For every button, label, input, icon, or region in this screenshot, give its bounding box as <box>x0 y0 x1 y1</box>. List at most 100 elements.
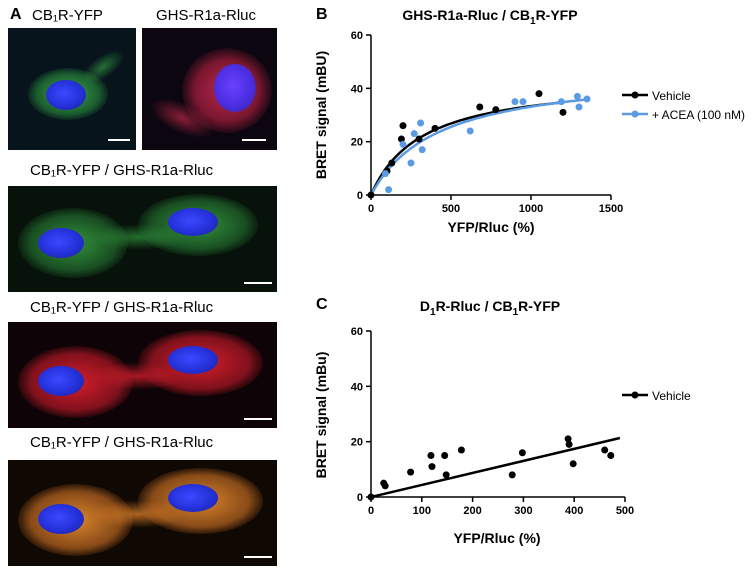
chart-c-x-tick-label: 400 <box>565 505 583 517</box>
chart-c-fit-line-0 <box>370 436 621 499</box>
chart-b-data-point-1 <box>418 146 426 154</box>
micrograph-label-coexp-merge: CB₁R-YFP / GHS-R1a-Rluc <box>30 434 214 451</box>
chart-b-data-point-1 <box>511 98 519 106</box>
chart-c-data-point-0 <box>569 460 577 468</box>
chart-c-data-point-0 <box>407 468 415 476</box>
nucleus <box>46 80 86 110</box>
chart-b-fit-line-0 <box>369 101 564 196</box>
chart-c-data-point-0 <box>518 449 526 457</box>
chart-b-data-point-1 <box>399 140 407 148</box>
chart-b-data-point-1 <box>417 119 425 127</box>
chart-c-data-point-0 <box>428 463 436 471</box>
chart-c-y-axis-label: BRET signal (mBu) <box>313 352 329 479</box>
nucleus-left <box>38 504 84 534</box>
chart-c-data-point-0 <box>427 452 435 459</box>
chart-b-y-tick-label: 40 <box>351 83 363 95</box>
chart-c-data-point-0 <box>442 471 450 479</box>
chart-c-x-tick-label: 300 <box>514 505 532 517</box>
chart-c-legend: Vehicle <box>622 389 691 403</box>
chart-c-data-point-0 <box>381 482 389 490</box>
chart-b-y-tick-label: 0 <box>357 190 363 202</box>
nucleus-left <box>38 228 84 258</box>
chart-b-data-point-1 <box>407 159 415 167</box>
chart-b-x-tick-label: 500 <box>442 203 460 215</box>
chart-c-data-point-0 <box>508 471 516 479</box>
chart-b-data-point-1 <box>573 92 581 100</box>
chart-b-legend: Vehicle + ACEA (100 nM) <box>622 89 745 122</box>
nucleus-right <box>168 484 218 512</box>
chart-b-data-point-0 <box>388 159 396 167</box>
micrograph-coexp-merge <box>8 460 277 566</box>
scale-bar <box>242 139 266 141</box>
legend-vehicle-label: Vehicle <box>652 389 691 403</box>
panel-letter-a: A <box>10 6 22 23</box>
chart-b-data-point-1 <box>575 103 583 111</box>
legend-acea-label: + ACEA (100 nM) <box>652 108 745 122</box>
chart-c-data-point-0 <box>564 435 572 443</box>
chart-b-data-point-0 <box>431 124 439 132</box>
chart-b-data-point-1 <box>466 127 474 135</box>
chart-b-data-point-0 <box>559 108 567 116</box>
micrograph-label-ghsr: GHS-R1a-Rluc <box>156 7 257 24</box>
chart-c-x-tick-label: 0 <box>368 505 374 517</box>
chart-b-data-point-1 <box>385 186 393 194</box>
chart-b-data-point-0 <box>399 122 407 130</box>
micrograph-label-coexp-green: CB₁R-YFP / GHS-R1a-Rluc <box>30 162 214 179</box>
chart-b-x-axis-label: YFP/Rluc (%) <box>447 219 534 235</box>
chart-c-y-tick-label: 20 <box>351 437 363 449</box>
chart-c-x-tick-label: 100 <box>413 505 431 517</box>
chart-c-y-tick-label: 0 <box>357 492 363 504</box>
micrograph-coexp-red <box>8 322 277 428</box>
chart-b-data-point-0 <box>476 103 484 111</box>
chart-b-data-point-1 <box>583 95 591 103</box>
chart-c-data-point-0 <box>367 493 375 501</box>
chart-c-data-point-0 <box>457 446 465 454</box>
legend-acea-marker <box>631 110 639 118</box>
chart-b-data-point-1 <box>519 98 527 106</box>
chart-b-fit-line-1 <box>369 98 588 196</box>
chart-c-data-point-0 <box>441 452 449 459</box>
chart-b-data-point-1 <box>381 170 389 178</box>
scale-bar <box>244 556 272 558</box>
chart-b-x-tick-label: 1500 <box>599 203 623 215</box>
chart-b-data-point-1 <box>557 98 565 106</box>
chart-b-y-tick-label: 60 <box>351 30 363 42</box>
legend-vehicle-marker <box>631 391 639 399</box>
nucleus-left <box>38 366 84 396</box>
chart-b-data-point-0 <box>397 135 405 143</box>
chart-b-data-point-0 <box>535 90 543 98</box>
chart-b-data-point-0 <box>367 191 375 199</box>
nucleus-right <box>168 208 218 236</box>
chart-c-y-tick-label: 40 <box>351 381 363 393</box>
micrograph-label-coexp-red: CB₁R-YFP / GHS-R1a-Rluc <box>30 299 214 316</box>
micrograph-cb1r-yfp <box>8 28 136 150</box>
chart-b-title: GHS-R1a-Rluc / CB1R-YFP <box>402 7 577 27</box>
chart-c-title: D1R-Rluc / CB1R-YFP <box>420 298 560 318</box>
chart-c-x-tick-label: 200 <box>463 505 481 517</box>
chart-c-y-tick-label: 60 <box>351 326 363 338</box>
panel-letter-b: B <box>316 6 328 23</box>
chart-c-data-point-0 <box>607 452 615 459</box>
micrograph-coexp-green <box>8 186 277 292</box>
chart-c-data-point-0 <box>601 446 609 454</box>
legend-vehicle-marker <box>631 91 639 99</box>
chart-b-data-point-0 <box>492 106 500 114</box>
chart-b-y-tick-label: 20 <box>351 137 363 149</box>
chart-c-x-tick-label: 500 <box>616 505 634 517</box>
chart-b-x-tick-label: 1000 <box>519 203 543 215</box>
scale-bar <box>244 282 272 284</box>
chart-c-x-axis-label: YFP/Rluc (%) <box>453 530 540 546</box>
chart-b-data-point-1 <box>410 130 418 138</box>
micrograph-label-cb1r: CB₁R-YFP <box>32 7 103 24</box>
chart-b-y-axis-label: BRET signal (mBU) <box>313 51 329 179</box>
micrograph-ghsr1a-rluc <box>142 28 277 150</box>
chart-c-data-point-0 <box>565 440 573 448</box>
scale-bar <box>108 139 130 141</box>
panel-letter-c: C <box>316 296 328 313</box>
nucleus <box>214 64 256 112</box>
chart-b-data-point-0 <box>415 135 423 143</box>
nucleus-right <box>168 346 218 374</box>
scale-bar <box>244 418 272 420</box>
legend-vehicle-label: Vehicle <box>652 89 691 103</box>
